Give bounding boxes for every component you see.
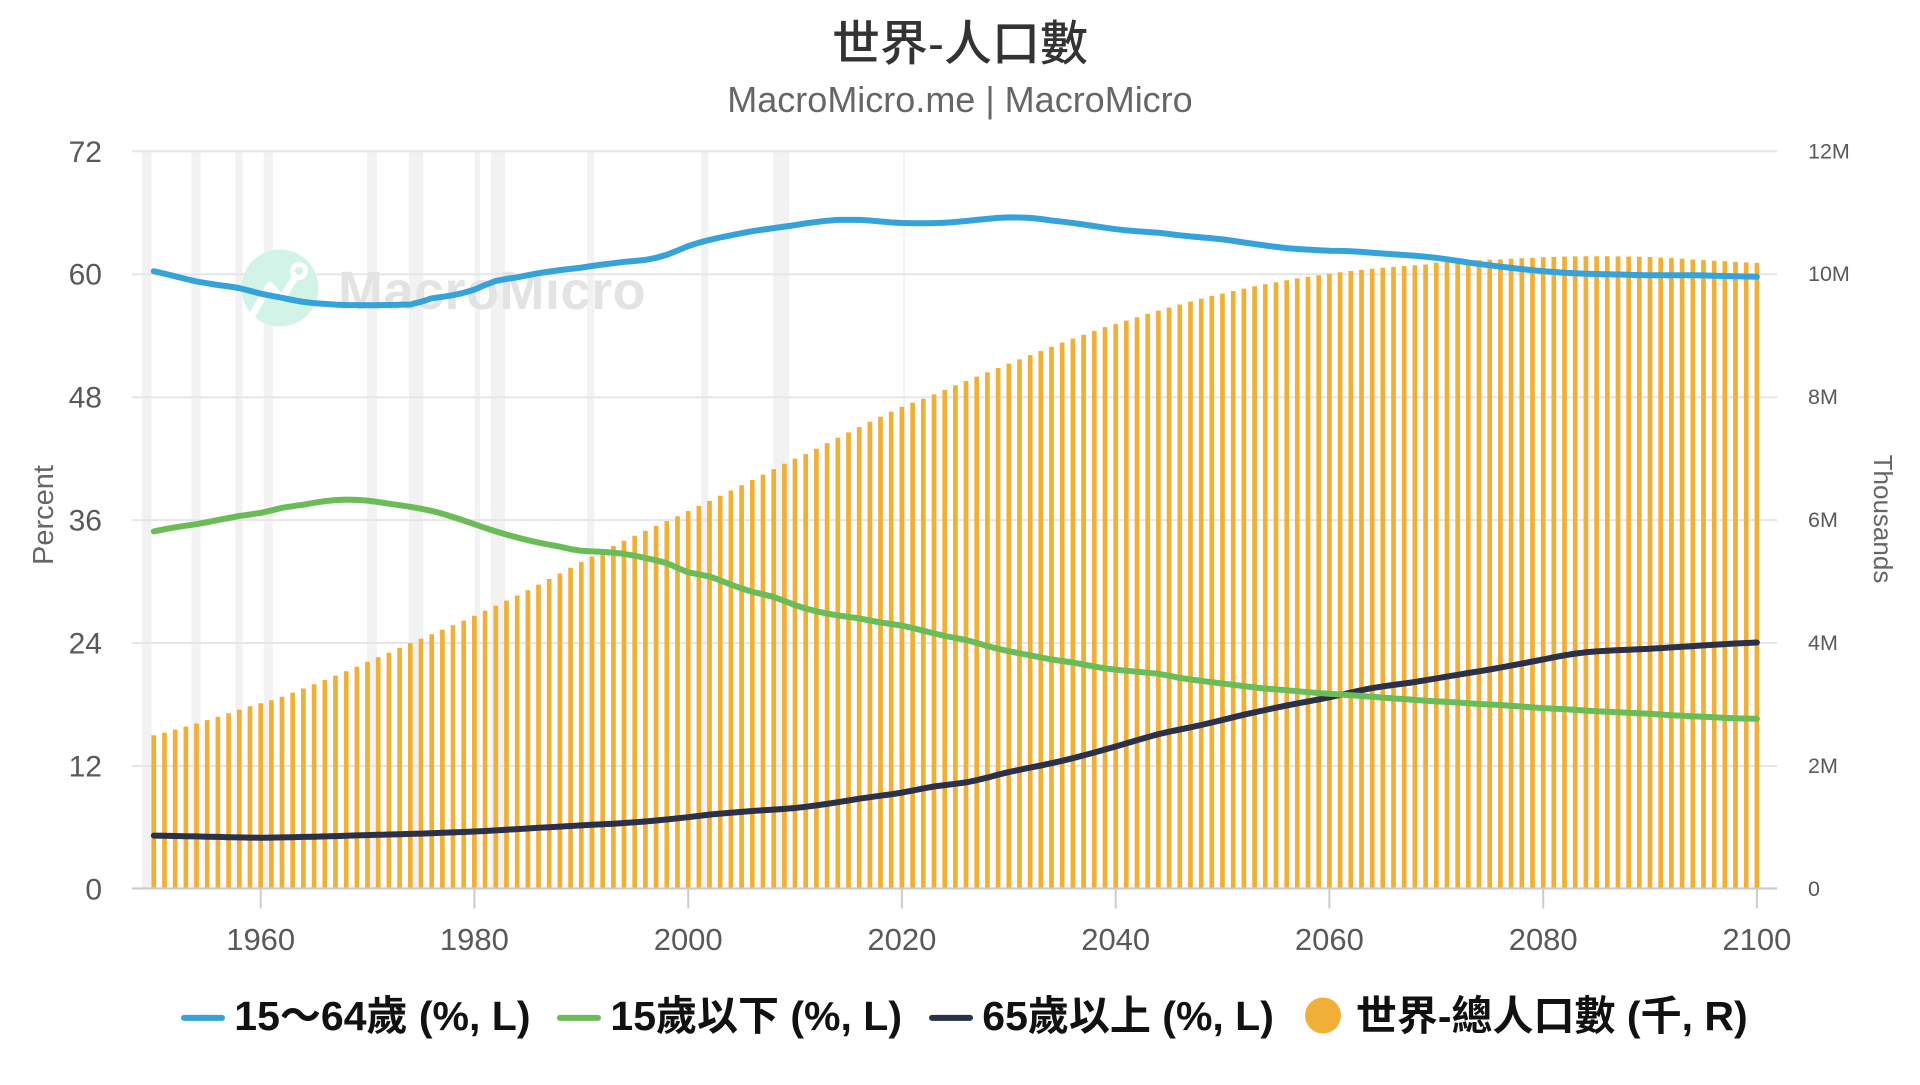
svg-text:0: 0	[85, 873, 102, 906]
svg-text:MacroMicro.me | MacroMicro: MacroMicro.me | MacroMicro	[727, 79, 1192, 120]
svg-text:10M: 10M	[1808, 262, 1850, 286]
svg-text:2100: 2100	[1722, 922, 1791, 957]
svg-text:Percent: Percent	[28, 465, 60, 565]
svg-text:2040: 2040	[1081, 922, 1150, 957]
svg-text:48: 48	[69, 382, 102, 415]
svg-text:15歲以下 (%, L): 15歲以下 (%, L)	[610, 993, 902, 1039]
svg-text:2020: 2020	[867, 922, 936, 957]
svg-text:24: 24	[69, 628, 102, 661]
svg-text:MacroMicro: MacroMicro	[338, 261, 646, 321]
svg-text:15～64歲 (%, L): 15～64歲 (%, L)	[234, 993, 530, 1039]
svg-text:8M: 8M	[1808, 385, 1838, 409]
svg-text:Thousands: Thousands	[1868, 455, 1898, 584]
svg-text:60: 60	[69, 259, 102, 292]
svg-text:12M: 12M	[1808, 139, 1850, 163]
svg-text:36: 36	[69, 505, 102, 538]
svg-text:1980: 1980	[440, 922, 509, 957]
svg-text:0: 0	[1808, 877, 1820, 901]
svg-text:世界-總人口數 (千, R): 世界-總人口數 (千, R)	[1356, 993, 1748, 1039]
svg-text:65歲以上 (%, L): 65歲以上 (%, L)	[982, 993, 1274, 1039]
svg-text:2080: 2080	[1509, 922, 1578, 957]
svg-text:2M: 2M	[1808, 754, 1838, 778]
svg-text:2060: 2060	[1295, 922, 1364, 957]
svg-text:1960: 1960	[226, 922, 295, 957]
svg-text:6M: 6M	[1808, 508, 1838, 532]
svg-text:72: 72	[69, 136, 102, 169]
svg-text:12: 12	[69, 751, 102, 784]
svg-text:2000: 2000	[654, 922, 723, 957]
svg-text:4M: 4M	[1808, 631, 1838, 655]
svg-text:世界-人口數: 世界-人口數	[832, 18, 1088, 71]
